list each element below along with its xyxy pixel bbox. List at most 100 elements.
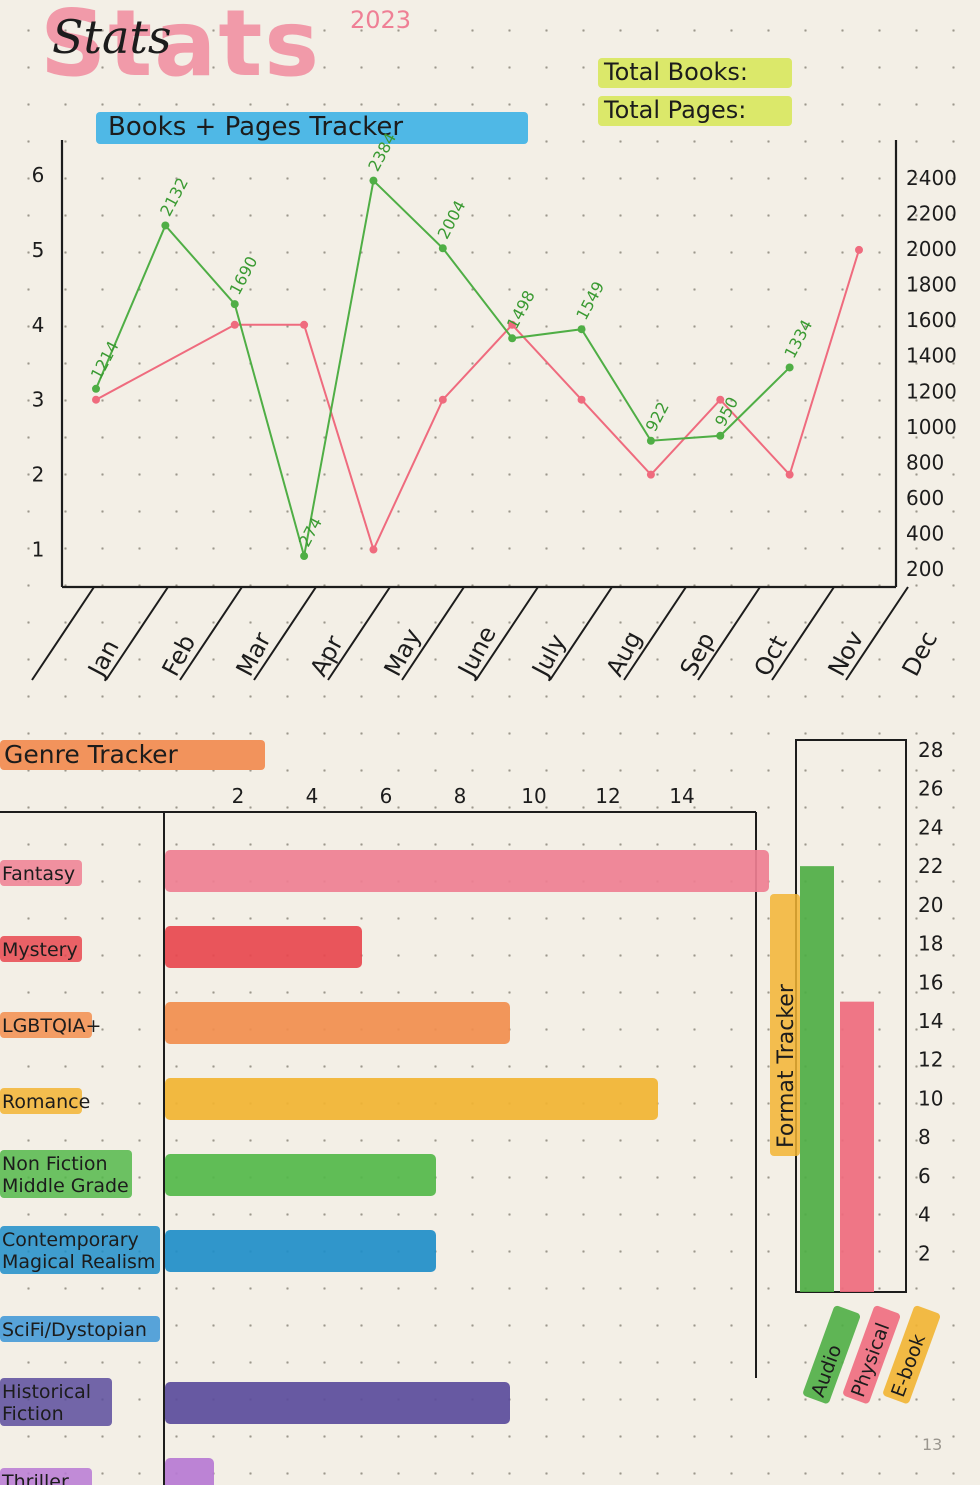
total-pages-highlight xyxy=(598,96,792,126)
genre-bar xyxy=(165,1154,436,1196)
month-label: Oct xyxy=(749,631,793,681)
left-axis-tick-label: 3 xyxy=(32,388,45,412)
pages-series-point xyxy=(161,221,170,230)
books-series-point xyxy=(646,470,655,479)
genre-category-label: Middle Grade xyxy=(2,1175,129,1197)
right-axis-tick-label: 1400 xyxy=(906,344,957,368)
total-books-label: Total Books: xyxy=(604,58,748,86)
books-series-point xyxy=(508,320,517,329)
pages-data-label: 1334 xyxy=(780,316,816,361)
format-bar xyxy=(840,1001,874,1292)
genre-bar xyxy=(165,1078,658,1120)
genre-label-highlight xyxy=(0,860,82,886)
genre-x-tick-label: 10 xyxy=(521,784,546,808)
right-axis-tick-label: 2400 xyxy=(906,166,957,190)
genre-category-label: Romance xyxy=(2,1091,90,1113)
month-label: Jan xyxy=(82,635,125,683)
genre-label-highlight xyxy=(0,1088,82,1114)
pages-data-label: 1549 xyxy=(572,278,608,323)
format-y-tick-label: 14 xyxy=(918,1009,943,1033)
genre-bar xyxy=(165,926,362,968)
month-divider xyxy=(401,586,465,681)
month-label: Feb xyxy=(157,630,202,681)
format-y-tick-label: 18 xyxy=(918,932,943,956)
right-axis-tick-label: 800 xyxy=(906,450,944,474)
month-divider xyxy=(771,586,835,681)
format-label-highlight xyxy=(883,1305,941,1404)
genre-category-label: SciFi/Dystopian xyxy=(2,1319,147,1341)
left-axis-tick-label: 1 xyxy=(32,538,45,562)
genre-bar xyxy=(165,1458,214,1485)
year-label: 2023 xyxy=(350,6,412,34)
month-divider xyxy=(179,586,243,681)
books-series-point xyxy=(92,395,100,404)
month-divider xyxy=(549,586,613,681)
pages-data-label: 1214 xyxy=(87,338,123,383)
pages-data-label: 1498 xyxy=(503,287,539,332)
pages-data-label: 274 xyxy=(295,514,326,550)
pages-data-label: 1690 xyxy=(225,253,261,298)
month-divider xyxy=(697,586,761,681)
left-axis-tick-label: 4 xyxy=(32,313,45,337)
genre-category-label: Historical xyxy=(2,1381,91,1403)
genre-category-label: Fiction xyxy=(2,1403,64,1425)
books-series-point xyxy=(230,320,239,329)
left-axis-tick-label: 5 xyxy=(32,238,45,262)
books-pages-title-highlight xyxy=(96,112,528,144)
genre-category-label: Magical Realism xyxy=(2,1251,155,1273)
pages-series-point xyxy=(300,552,309,561)
pages-series-point xyxy=(716,431,725,440)
genre-bar xyxy=(165,1382,510,1424)
pages-data-label: 2132 xyxy=(156,174,192,219)
genre-label-highlight xyxy=(0,1150,132,1198)
total-pages-label: Total Pages: xyxy=(604,96,747,124)
pages-series-point xyxy=(92,384,100,393)
month-divider xyxy=(105,586,169,681)
total-books-highlight xyxy=(598,58,792,88)
format-y-tick-label: 2 xyxy=(918,1241,931,1265)
format-y-tick-label: 22 xyxy=(918,854,943,878)
genre-category-label: Thriller xyxy=(1,1471,69,1485)
books-series-point xyxy=(785,470,794,479)
format-y-tick-label: 28 xyxy=(918,738,943,762)
month-label: Aug xyxy=(601,626,648,681)
books-series-point xyxy=(369,545,378,554)
pages-series-point xyxy=(785,363,794,372)
pages-data-label: 2004 xyxy=(434,197,470,242)
genre-label-highlight xyxy=(0,936,82,962)
books-series-point xyxy=(577,395,586,404)
pages-data-label: 950 xyxy=(711,394,742,430)
month-divider xyxy=(31,586,95,681)
month-divider xyxy=(623,586,687,681)
month-label: Apr xyxy=(305,631,349,681)
pages-series-point xyxy=(438,244,447,253)
genre-bar xyxy=(165,1002,510,1044)
left-axis-tick-label: 2 xyxy=(32,463,45,487)
genre-bar xyxy=(165,850,769,892)
format-label-highlight xyxy=(843,1305,901,1404)
genre-category-label: LGBTQIA+ xyxy=(2,1015,101,1037)
genre-x-tick-label: 14 xyxy=(669,784,694,808)
month-label: Dec xyxy=(897,627,944,681)
stats-title: Stats xyxy=(40,0,322,97)
month-label: July xyxy=(526,630,572,683)
right-axis-tick-label: 1800 xyxy=(906,273,957,297)
books-series-point xyxy=(855,245,863,254)
genre-x-tick-label: 8 xyxy=(454,784,467,808)
genre-title: Genre Tracker xyxy=(4,740,178,769)
genre-category-label: Non Fiction xyxy=(2,1153,108,1175)
genre-x-tick-label: 6 xyxy=(380,784,393,808)
genre-title-highlight xyxy=(0,740,265,770)
stats-title-script: Stats xyxy=(52,10,172,64)
month-label: Mar xyxy=(231,628,277,681)
pages-data-label: 2384 xyxy=(364,130,400,175)
genre-category-label: Contemporary xyxy=(2,1229,139,1251)
genre-x-tick-label: 2 xyxy=(232,784,245,808)
format-y-tick-label: 8 xyxy=(918,1125,931,1149)
page-number: 13 xyxy=(922,1435,943,1454)
right-axis-tick-label: 200 xyxy=(906,557,944,581)
pages-series-point xyxy=(508,334,517,343)
right-axis-tick-label: 1200 xyxy=(906,379,957,403)
right-axis-tick-label: 1000 xyxy=(906,415,957,439)
